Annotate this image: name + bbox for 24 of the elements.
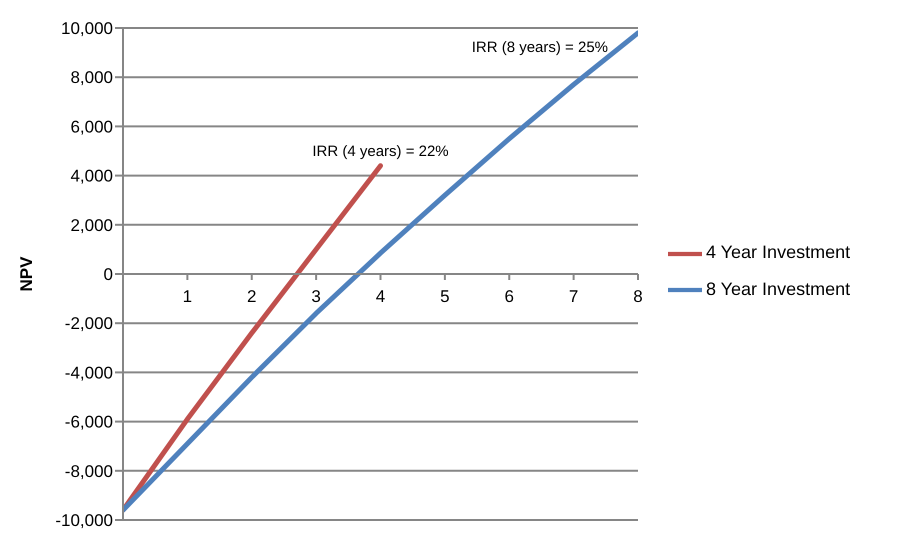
y-tick-label: -10,000 <box>55 511 113 530</box>
y-tick-label: 0 <box>104 265 113 284</box>
x-tick-label: 6 <box>504 287 514 306</box>
x-tick-label: 4 <box>376 287 386 306</box>
y-tick-label: -8,000 <box>64 462 113 481</box>
y-tick-label: 8,000 <box>70 68 113 88</box>
y-tick-label: 6,000 <box>70 117 113 136</box>
x-tick-label: 5 <box>440 287 450 306</box>
y-tick-label: 4,000 <box>70 166 113 186</box>
y-axis-title: NPV <box>17 256 36 292</box>
legend-label: 8 Year Investment <box>706 278 850 298</box>
x-tick-label: 2 <box>247 287 256 306</box>
annotation: IRR (4 years) = 22% <box>312 142 449 160</box>
x-tick-label: 7 <box>568 287 578 306</box>
y-tick-label: 10,000 <box>61 19 113 38</box>
annotation: IRR (8 years) = 25% <box>472 39 608 56</box>
y-tick-label: -4,000 <box>64 363 113 382</box>
y-tick-label: -6,000 <box>64 412 113 432</box>
y-tick-label: -2,000 <box>64 314 113 334</box>
legend-label: 4 Year Investment <box>706 242 850 262</box>
x-tick-label: 8 <box>633 287 643 306</box>
x-tick-label: 1 <box>182 287 192 306</box>
y-tick-label: 2,000 <box>70 216 113 235</box>
x-tick-label: 3 <box>311 287 321 306</box>
